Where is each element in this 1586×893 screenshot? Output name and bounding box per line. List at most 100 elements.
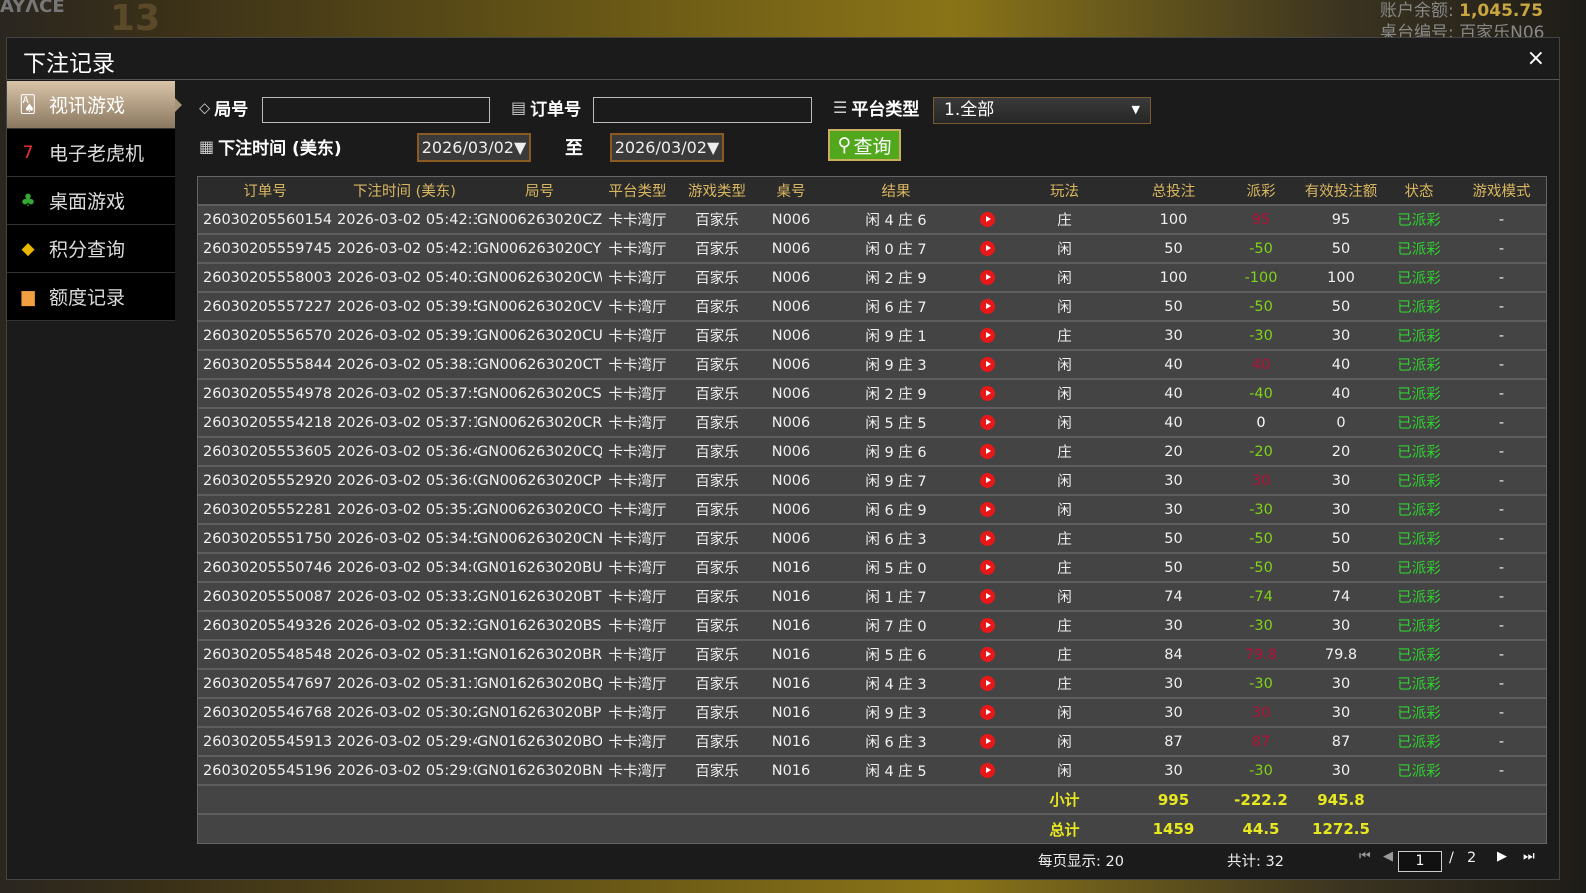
game-mode-cell: - [1457,349,1546,379]
subtotal-total-bet: 995 [1126,784,1221,814]
play-video-icon[interactable] [979,270,995,285]
status-cell: 已派彩 [1381,639,1457,669]
game-type-cell: 百家乐 [673,436,761,466]
play-video-icon[interactable] [979,763,995,778]
date-to-picker[interactable]: 2026/03/02▼ [610,133,724,162]
play-video-icon[interactable] [979,212,995,227]
table-no-cell: N016 [761,668,821,698]
game-mode-cell: - [1457,726,1546,756]
sidebar-item-0[interactable]: 🂡 视讯游戏 [7,81,182,129]
sidebar-item-2[interactable]: ♣ 桌面游戏 [7,177,175,225]
column-header: 派彩 [1221,177,1301,205]
play-video-icon[interactable] [979,357,995,372]
play-video-icon[interactable] [979,589,995,604]
play-video-icon[interactable] [979,444,995,459]
order-no-cell: 260302055476973 [198,668,332,698]
diamond-icon: ◆ [21,238,35,259]
replay-cell [971,755,1003,785]
page-input[interactable]: 1 [1398,851,1442,872]
game-type-cell: 百家乐 [673,349,761,379]
status-cell: 已派彩 [1381,755,1457,785]
valid-bet-cell: 30 [1301,697,1381,727]
total-label: 总计 [1003,813,1126,843]
payout-cell: 87 [1221,726,1301,756]
round-input[interactable] [262,97,490,123]
play-video-icon[interactable] [979,618,995,633]
bet-time-cell: 2026-03-02 05:38:38 [332,349,477,379]
platform-cell: 卡卡湾厅 [602,262,673,292]
next-page-icon[interactable]: ▶ [1497,849,1507,864]
bet-time-cell: 2026-03-02 05:29:03 [332,755,477,785]
play-video-icon[interactable] [979,560,995,575]
round-no-cell: GN016263020BU [477,552,602,582]
first-page-icon[interactable]: ⏮ [1359,849,1371,864]
game-type-cell: 百家乐 [673,204,761,234]
table-no-cell: N006 [761,291,821,321]
last-page-icon[interactable]: ⏭ [1523,849,1535,864]
platform-cell: 卡卡湾厅 [602,726,673,756]
status-cell: 已派彩 [1381,581,1457,611]
payout-cell: 30 [1221,465,1301,495]
play-video-icon[interactable] [979,386,995,401]
platform-select-value: 1.全部 [944,100,995,120]
table-row: 260302055467689 2026-03-02 05:30:24 GN0162… [198,697,1546,727]
play-cell: 闲 [1003,291,1126,321]
play-video-icon[interactable] [979,473,995,488]
round-no-cell: GN006263020CU [477,320,602,350]
bet-time-cell: 2026-03-02 05:36:41 [332,436,477,466]
payout-cell: -50 [1221,291,1301,321]
query-button[interactable]: ⚲ 查询 [828,129,901,161]
bet-time-cell: 2026-03-02 05:33:22 [332,581,477,611]
total-bet-cell: 40 [1126,349,1221,379]
order-no-cell: 260302055597452 [198,233,332,263]
status-cell: 已派彩 [1381,349,1457,379]
play-video-icon[interactable] [979,531,995,546]
game-type-cell: 百家乐 [673,378,761,408]
game-mode-cell: - [1457,639,1546,669]
platform-select[interactable]: 1.全部 ▼ [933,97,1151,124]
game-type-cell: 百家乐 [673,668,761,698]
play-video-icon[interactable] [979,705,995,720]
play-cell: 庄 [1003,639,1126,669]
replay-cell [971,349,1003,379]
play-video-icon[interactable] [979,734,995,749]
play-video-icon[interactable] [979,241,995,256]
order-no-cell: 260302055451966 [198,755,332,785]
play-video-icon[interactable] [979,328,995,343]
total-bet-cell: 30 [1126,668,1221,698]
play-cell: 闲 [1003,465,1126,495]
game-type-cell: 百家乐 [673,610,761,640]
play-video-icon[interactable] [979,502,995,517]
order-no-cell: 260302055529201 [198,465,332,495]
valid-bet-cell: 50 [1301,291,1381,321]
total-bet-cell: 30 [1126,755,1221,785]
game-type-cell: 百家乐 [673,320,761,350]
empty-cell [198,813,1003,843]
bet-time-cell: 2026-03-02 05:29:42 [332,726,477,756]
play-cell: 庄 [1003,523,1126,553]
table-no-cell: N016 [761,639,821,669]
result-cell: 闲 1 庄 7 [821,581,971,611]
bet-time-cell: 2026-03-02 05:31:58 [332,639,477,669]
subtotal-label: 小计 [1003,784,1126,814]
platform-cell: 卡卡湾厅 [602,523,673,553]
play-video-icon[interactable] [979,299,995,314]
order-no-cell: 260302055493260 [198,610,332,640]
platform-cell: 卡卡湾厅 [602,552,673,582]
table-row: 260302055601545 2026-03-02 05:42:37 GN0062… [198,204,1546,234]
close-icon[interactable]: × [1526,46,1545,71]
column-header: 游戏类型 [673,177,761,205]
play-video-icon[interactable] [979,676,995,691]
total-bet-cell: 30 [1126,494,1221,524]
result-cell: 闲 9 庄 7 [821,465,971,495]
sidebar-item-1[interactable]: 7 电子老虎机 [7,129,175,177]
prev-page-icon[interactable]: ◀ [1383,849,1393,864]
date-from-picker[interactable]: 2026/03/02▼ [417,133,531,162]
replay-cell [971,697,1003,727]
sidebar-item-3[interactable]: ◆ 积分查询 [7,225,175,273]
play-video-icon[interactable] [979,415,995,430]
status-cell: 已派彩 [1381,233,1457,263]
play-video-icon[interactable] [979,647,995,662]
sidebar-item-4[interactable]: ▆ 额度记录 [7,273,175,321]
order-input[interactable] [593,97,812,123]
